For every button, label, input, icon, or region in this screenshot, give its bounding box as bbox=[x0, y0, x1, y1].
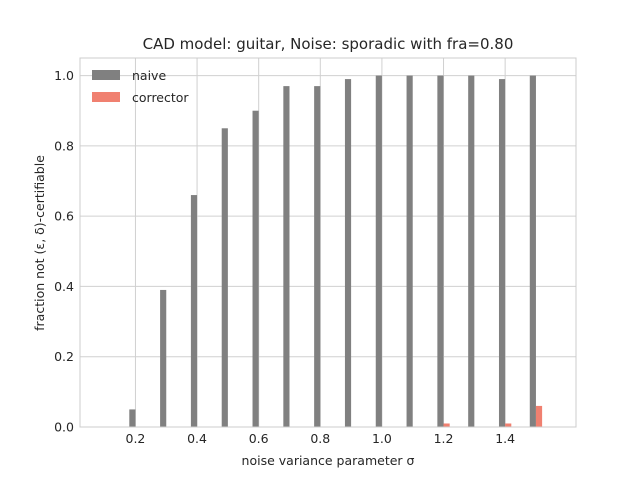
bar-naive bbox=[314, 86, 321, 427]
y-axis-label: fraction not (ε, δ)-certifiable bbox=[32, 155, 47, 331]
bar-naive bbox=[375, 75, 382, 428]
y-tick-label: 1.0 bbox=[54, 68, 74, 83]
bar-naive bbox=[498, 79, 506, 427]
bar-naive bbox=[129, 409, 136, 427]
x-tick-labels: 0.2 0.4 0.6 0.8 1.0 1.2 1.4 bbox=[126, 431, 516, 446]
x-tick-label: 1.2 bbox=[434, 431, 454, 446]
bar-corrector bbox=[443, 423, 450, 427]
x-axis-label: noise variance parameter σ bbox=[242, 453, 415, 468]
bar-naive bbox=[344, 79, 352, 427]
legend-swatch-naive bbox=[92, 70, 120, 80]
chart-title: CAD model: guitar, Noise: sporadic with … bbox=[143, 35, 514, 53]
x-tick-label: 0.2 bbox=[126, 431, 146, 446]
bar-naive bbox=[468, 75, 475, 428]
bars bbox=[129, 75, 543, 428]
bar-corrector bbox=[535, 405, 543, 427]
bar-naive bbox=[221, 128, 228, 428]
legend: naive corrector bbox=[92, 68, 189, 105]
x-tick-label: 0.4 bbox=[187, 431, 207, 446]
y-tick-label: 0.6 bbox=[54, 209, 74, 224]
legend-label-naive: naive bbox=[132, 68, 166, 83]
x-tick-label: 0.6 bbox=[249, 431, 269, 446]
bar-naive bbox=[283, 86, 290, 427]
bar-naive bbox=[160, 289, 167, 427]
bar-naive bbox=[437, 75, 444, 428]
bar-naive bbox=[190, 195, 198, 427]
x-tick-label: 1.0 bbox=[372, 431, 392, 446]
x-tick-label: 0.8 bbox=[310, 431, 330, 446]
legend-swatch-corrector bbox=[92, 92, 120, 102]
legend-label-corrector: corrector bbox=[132, 90, 189, 105]
x-tick-label: 1.4 bbox=[495, 431, 515, 446]
y-tick-label: 0.8 bbox=[54, 138, 74, 153]
bar-naive bbox=[252, 110, 259, 427]
bar-naive bbox=[529, 75, 536, 428]
y-tick-label: 0.0 bbox=[54, 420, 74, 435]
y-tick-label: 0.4 bbox=[54, 279, 74, 294]
y-tick-label: 0.2 bbox=[54, 349, 74, 364]
bar-naive bbox=[406, 75, 413, 428]
plot-frame bbox=[79, 57, 577, 428]
bar-corrector bbox=[505, 423, 512, 427]
y-tick-labels: 0.0 0.2 0.4 0.6 0.8 1.0 bbox=[54, 68, 74, 434]
